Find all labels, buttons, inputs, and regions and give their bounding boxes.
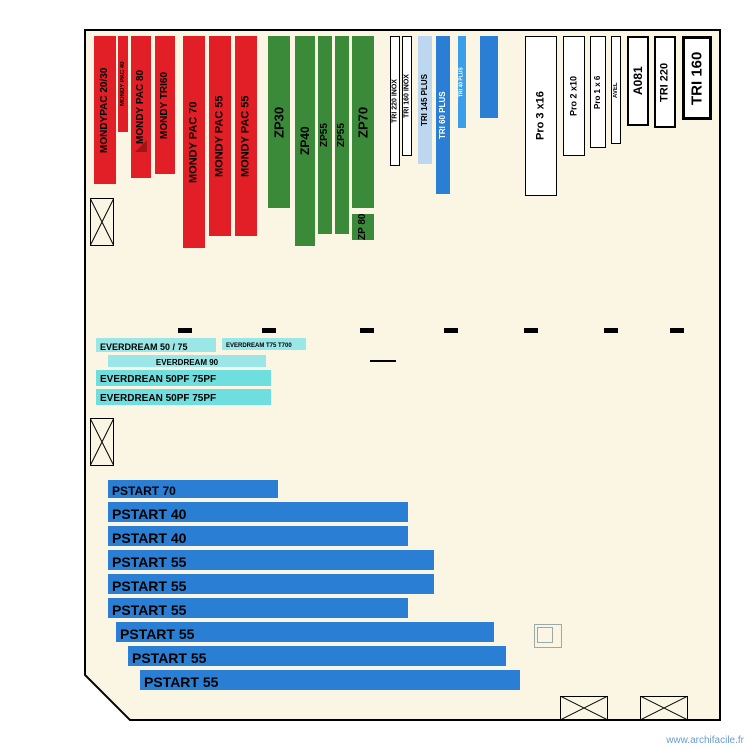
bar-label: PSTART 55: [116, 622, 494, 642]
horizontal-bar: EVERDREAN 50PF 75PF: [96, 370, 271, 386]
vertical-bar: TRI 160: [682, 36, 712, 120]
horizontal-bar: PSTART 55: [140, 670, 520, 690]
bar-label: PSTART 55: [108, 598, 408, 618]
horizontal-bar: PSTART 55: [108, 574, 434, 594]
vertical-bar: MONDY PAC 70: [183, 36, 205, 248]
column-marker: [370, 360, 396, 362]
bar-label: PSTART 40: [108, 502, 408, 522]
horizontal-bar: PSTART 40: [108, 502, 408, 522]
floorplan-canvas: MONDYPAC 20/30MONDY PAC 40MONDY PAC 80MO…: [0, 0, 750, 750]
bar-label: MONDY PAC 55: [235, 36, 257, 236]
horizontal-bar: EVERDREAM 90: [108, 355, 266, 367]
vertical-bar: [480, 36, 498, 118]
bar-label: MONDY PAC 70: [183, 36, 205, 248]
horizontal-bar: PSTART 55: [128, 646, 506, 666]
vertical-bar: Pro 2 x10: [563, 36, 585, 156]
vertical-bar: MONDY PAC 55: [235, 36, 257, 236]
vertical-bar: TRI 60 PLUS: [436, 36, 450, 194]
vertical-bar: ZP55: [335, 36, 349, 234]
door-hatch: [90, 418, 114, 466]
vertical-bar: A081: [627, 36, 649, 126]
bar-label: TRI 40 PLUS: [458, 36, 466, 128]
horizontal-bar: PSTART 55: [116, 622, 494, 642]
bar-label: EVERDREAM 90: [108, 355, 266, 367]
vertical-bar: MONDY PAC 55: [209, 36, 231, 236]
bar-label: PSTART 55: [140, 670, 520, 690]
bar-label: EVERDREAM 50 / 75: [96, 338, 216, 352]
bar-label: TRI 160: [685, 39, 709, 117]
bar-label: TRI 60 PLUS: [436, 36, 450, 194]
horizontal-bar: EVERDREAN 50PF 75PF: [96, 389, 271, 405]
bar-label: EVERDREAM T75 T700: [222, 338, 306, 350]
bar-label: ZP 80: [352, 214, 374, 240]
vertical-bar: ZP30: [268, 36, 290, 208]
bar-label: PSTART 55: [108, 550, 434, 570]
bar-label: Pro 2 x10: [564, 37, 584, 155]
bar-label: ZP55: [318, 36, 332, 234]
vertical-bar: MONDY TRI60: [155, 36, 175, 174]
column-marker: [524, 328, 538, 333]
vertical-bar: MONDY PAC 40: [118, 36, 128, 132]
bar-label: PSTART 55: [108, 574, 434, 594]
accent-triangle: [135, 140, 153, 158]
vertical-bar: MONDYPAC 20/30: [94, 36, 116, 184]
column-marker: [178, 328, 192, 333]
bar-label: ZP30: [268, 36, 290, 208]
bar-label: A081: [629, 38, 647, 124]
forklift-icon: [534, 624, 562, 648]
bar-label: AVEL: [612, 37, 620, 143]
horizontal-bar: EVERDREAM 50 / 75: [96, 338, 216, 352]
bar-label: TRI 220: [656, 38, 674, 126]
vertical-bar: TRI 145 PLUS: [418, 36, 432, 164]
horizontal-bar: PSTART 70: [108, 480, 278, 498]
bar-label: MONDY PAC 40: [118, 36, 128, 132]
vertical-bar: TRI 220 INOX: [390, 36, 400, 166]
bar-label: TRI 160 INOX: [403, 37, 411, 155]
watermark-text: www.archifacile.fr: [666, 735, 744, 746]
column-marker: [444, 328, 458, 333]
column-marker: [360, 328, 374, 333]
bar-label: TRI 220 INOX: [391, 37, 399, 165]
vertical-bar: ZP55: [318, 36, 332, 234]
bar-label: Pro 3 x16: [526, 37, 556, 195]
bar-label: Pro 1 x 6: [591, 37, 605, 147]
vertical-bar: Pro 3 x16: [525, 36, 557, 196]
vertical-bar: ZP70: [352, 36, 374, 208]
door-hatch: [90, 198, 114, 246]
bar-label: PSTART 55: [128, 646, 506, 666]
bar-label: EVERDREAN 50PF 75PF: [96, 389, 271, 405]
horizontal-bar: PSTART 55: [108, 598, 408, 618]
door-hatch: [560, 696, 608, 720]
column-marker: [604, 328, 618, 333]
bar-label: EVERDREAN 50PF 75PF: [96, 370, 271, 386]
column-marker: [670, 328, 684, 333]
vertical-bar: TRI 160 INOX: [402, 36, 412, 156]
vertical-bar: TRI 40 PLUS: [458, 36, 466, 128]
vertical-bar: Pro 1 x 6: [590, 36, 606, 148]
door-hatch: [640, 696, 688, 720]
bar-label: PSTART 40: [108, 526, 408, 546]
column-marker: [262, 328, 276, 333]
bar-label: ZP70: [352, 36, 374, 208]
bar-label: ZP55: [335, 36, 349, 234]
bar-label: PSTART 70: [108, 480, 278, 498]
horizontal-bar: PSTART 55: [108, 550, 434, 570]
horizontal-bar: PSTART 40: [108, 526, 408, 546]
vertical-bar: TRI 220: [654, 36, 676, 128]
horizontal-bar: EVERDREAM T75 T700: [222, 338, 306, 350]
bar-label: MONDYPAC 20/30: [94, 36, 116, 184]
bar-label: [480, 36, 498, 118]
vertical-bar: ZP 80: [352, 214, 374, 240]
vertical-bar: ZP40: [295, 36, 315, 246]
bar-label: MONDY PAC 55: [209, 36, 231, 236]
bar-label: MONDY TRI60: [155, 36, 175, 174]
bar-label: TRI 145 PLUS: [418, 36, 432, 164]
vertical-bar: AVEL: [611, 36, 621, 144]
bar-label: ZP40: [295, 36, 315, 246]
